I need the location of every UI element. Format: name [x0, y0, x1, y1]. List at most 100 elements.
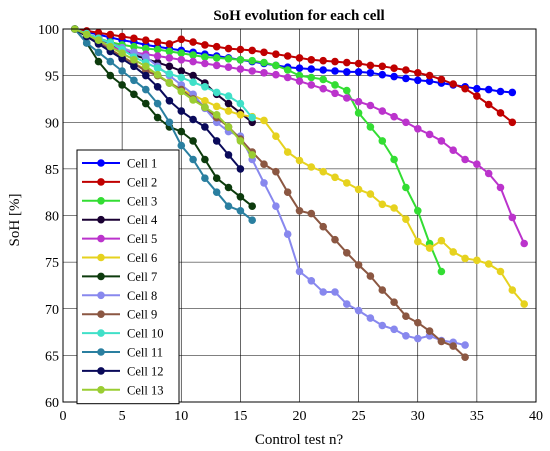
legend: Cell 1 Cell 2 Cell 3 Cell 4 Cell 5 Cell 6 Cell…	[76, 149, 180, 405]
data-point	[295, 54, 304, 62]
data-point	[319, 56, 328, 65]
axes: 0 5 10 15 20 25 30 35 40 60 65 70 75 80 85 90 95 100	[38, 23, 543, 424]
data-point	[212, 54, 221, 62]
data-point	[378, 200, 387, 209]
data-point	[260, 58, 268, 67]
data-point	[153, 64, 162, 72]
series-cell-1	[71, 25, 517, 97]
data-point	[343, 68, 351, 76]
legend-label: Cell 1	[127, 157, 157, 171]
legend-item: Cell 9	[82, 308, 157, 322]
x-axis-label: Control test n?	[255, 432, 344, 448]
data-point	[295, 156, 304, 165]
data-point	[118, 81, 126, 89]
data-point	[106, 57, 115, 66]
data-point	[130, 34, 138, 43]
data-point	[283, 52, 292, 60]
x-tick-label: 20	[293, 409, 307, 424]
data-point	[224, 92, 233, 100]
y-tick-label: 95	[45, 70, 59, 85]
data-point	[319, 222, 328, 231]
data-point	[425, 244, 434, 252]
data-point	[260, 179, 268, 187]
data-point	[496, 109, 505, 117]
data-point	[165, 118, 174, 127]
legend-label: Cell 5	[127, 232, 157, 246]
data-point	[414, 125, 422, 133]
data-point	[165, 70, 174, 78]
legend-label: Cell 10	[127, 327, 163, 341]
legend-label: Cell 3	[127, 194, 157, 208]
data-point	[331, 67, 339, 75]
data-point	[331, 235, 339, 244]
data-point	[283, 188, 292, 196]
data-point	[224, 107, 233, 115]
data-point	[354, 59, 363, 68]
data-point	[94, 28, 103, 37]
data-point	[283, 148, 292, 156]
data-point	[484, 260, 493, 268]
data-point	[212, 61, 221, 70]
data-point	[177, 67, 186, 75]
data-point	[390, 64, 398, 72]
data-point	[343, 300, 351, 308]
data-point	[165, 62, 174, 71]
data-point	[437, 267, 446, 276]
data-point	[473, 160, 481, 168]
data-point	[461, 254, 469, 263]
data-point	[307, 277, 316, 285]
y-tick-label: 70	[45, 303, 59, 318]
data-point	[378, 286, 387, 294]
data-point	[106, 42, 115, 51]
data-point	[94, 36, 103, 44]
plot-frame	[62, 28, 537, 403]
data-point	[189, 96, 197, 104]
data-point	[366, 314, 375, 322]
data-point	[177, 107, 186, 115]
data-point	[402, 118, 410, 127]
data-point	[177, 141, 186, 150]
data-point	[212, 88, 221, 97]
legend-item: Cell 3	[82, 194, 157, 208]
data-point	[224, 123, 233, 131]
legend-label: Cell 12	[127, 364, 163, 378]
data-point	[272, 50, 280, 58]
data-point	[390, 72, 398, 81]
data-point	[201, 53, 209, 61]
data-point	[272, 132, 280, 140]
data-point	[189, 51, 197, 59]
data-point	[449, 342, 458, 350]
series-line	[74, 28, 253, 221]
data-point	[354, 261, 363, 269]
data-point	[224, 183, 233, 192]
data-point	[402, 183, 410, 192]
series-line	[74, 28, 253, 156]
legend-item: Cell 5	[82, 232, 157, 246]
data-point	[212, 137, 221, 145]
data-point	[130, 76, 138, 85]
data-point	[484, 100, 493, 109]
legend-marker	[97, 367, 105, 375]
data-point	[165, 54, 174, 62]
y-tick-label: 85	[45, 163, 59, 178]
data-point	[449, 146, 458, 154]
data-point	[142, 44, 150, 53]
data-point	[378, 137, 387, 145]
data-point	[378, 62, 387, 71]
data-point	[236, 45, 245, 54]
data-point	[414, 76, 422, 85]
data-point	[177, 49, 186, 57]
data-point	[236, 165, 245, 173]
legend-label: Cell 6	[127, 251, 157, 265]
data-point	[378, 70, 387, 79]
chart-title: SoH evolution for each cell	[213, 8, 384, 24]
data-point	[212, 174, 221, 182]
data-point	[165, 40, 174, 48]
legend-marker	[97, 310, 105, 319]
data-point	[236, 137, 245, 145]
x-tick-label: 30	[411, 409, 425, 424]
legend-marker	[97, 291, 105, 300]
x-tick-label: 35	[470, 409, 484, 424]
data-point	[201, 97, 209, 105]
data-point	[165, 79, 174, 87]
